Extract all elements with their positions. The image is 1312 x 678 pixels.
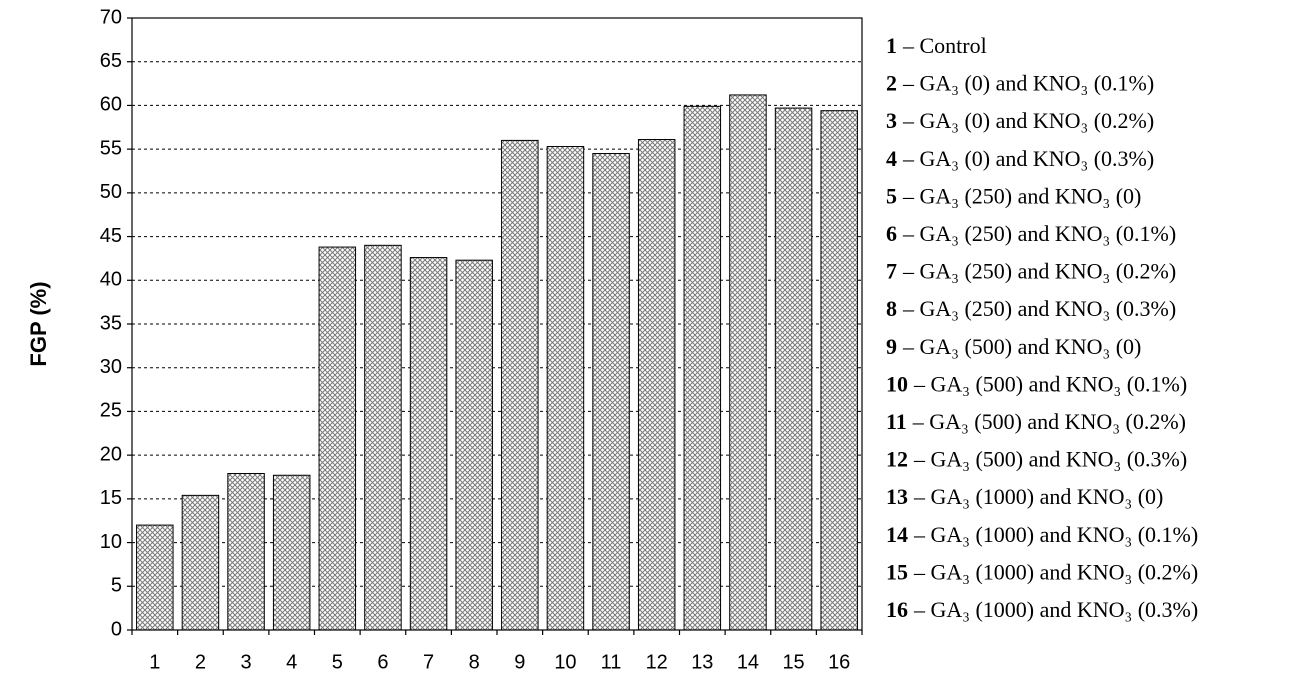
legend-label: – GA₃ (500) and KNO₃ (0) <box>902 334 1141 359</box>
legend-number: 2 <box>886 71 897 96</box>
y-tick-label: 10 <box>100 531 122 553</box>
legend-label: – GA₃ (500) and KNO₃ (0.3%) <box>913 447 1187 472</box>
y-tick-label: 30 <box>100 356 122 378</box>
bar <box>409 257 448 631</box>
legend-entry: 7– GA₃ (250) and KNO₃ (0.2%) <box>886 259 1176 284</box>
y-tick-label: 65 <box>100 50 122 72</box>
bar <box>546 146 585 631</box>
bar <box>364 244 402 631</box>
x-tick-label: 11 <box>601 651 622 673</box>
x-tick-label: 9 <box>514 651 525 673</box>
legend-number: 15 <box>886 559 908 584</box>
bar <box>227 473 265 631</box>
legend-number: 12 <box>886 447 908 472</box>
bar <box>181 494 220 631</box>
legend-entry: 12– GA₃ (500) and KNO₃ (0.3%) <box>886 447 1187 472</box>
y-tick-label: 45 <box>100 225 122 247</box>
x-tick-label: 16 <box>828 651 850 673</box>
legend-entry: 4– GA₃ (0) and KNO₃ (0.3%) <box>886 146 1154 171</box>
legend-label: – GA₃ (0) and KNO₃ (0.3%) <box>902 146 1154 171</box>
bar <box>592 153 630 631</box>
legend-entry: 9– GA₃ (500) and KNO₃ (0) <box>886 334 1141 359</box>
legend-label: – GA₃ (250) and KNO₃ (0.3%) <box>902 296 1176 321</box>
legend-label: – GA₃ (1000) and KNO₃ (0.1%) <box>913 522 1198 547</box>
plot-frame <box>131 17 863 631</box>
legend-label: – GA₃ (1000) and KNO₃ (0.2%) <box>913 559 1198 584</box>
y-axis-label: FGP (%) <box>26 281 51 366</box>
legend-entry: 5– GA₃ (250) and KNO₃ (0) <box>886 183 1141 208</box>
legend-number: 14 <box>886 522 908 547</box>
x-tick-label: 8 <box>469 651 480 673</box>
y-tick-label: 70 <box>100 6 122 28</box>
x-tick-label: 14 <box>737 651 759 673</box>
x-tick-label: 10 <box>554 651 576 673</box>
y-tick-label: 50 <box>100 181 122 203</box>
legend-label: – GA₃ (500) and KNO₃ (0.1%) <box>913 371 1187 396</box>
legend-entry: 3– GA₃ (0) and KNO₃ (0.2%) <box>886 108 1154 133</box>
legend-entry: 10– GA₃ (500) and KNO₃ (0.1%) <box>886 371 1187 396</box>
x-tick-label: 3 <box>241 651 252 673</box>
y-tick-label: 55 <box>100 137 122 159</box>
legend-label: – Control <box>902 33 987 58</box>
legend-label: – GA₃ (0) and KNO₃ (0.2%) <box>902 108 1154 133</box>
y-tick-label: 15 <box>100 487 122 509</box>
x-tick-label: 4 <box>286 651 297 673</box>
x-tick-label: 1 <box>149 651 160 673</box>
legend-label: – GA₃ (250) and KNO₃ (0) <box>902 183 1141 208</box>
legend-number: 7 <box>886 259 897 284</box>
legend-number: 10 <box>886 371 908 396</box>
bar <box>637 139 676 631</box>
legend-entry: 2– GA₃ (0) and KNO₃ (0.1%) <box>886 71 1154 96</box>
legend-number: 13 <box>886 484 908 509</box>
bar <box>455 259 493 631</box>
legend-label: – GA₃ (1000) and KNO₃ (0) <box>913 484 1163 509</box>
legend-entry: 6– GA₃ (250) and KNO₃ (0.1%) <box>886 221 1176 246</box>
x-tick-label: 5 <box>332 651 343 673</box>
legend-entry: 1– Control <box>886 33 987 58</box>
legend-label: – GA₃ (250) and KNO₃ (0.2%) <box>902 259 1176 284</box>
x-tick-label: 7 <box>423 651 434 673</box>
y-tick-label: 0 <box>111 618 122 640</box>
legend-number: 4 <box>886 146 897 171</box>
x-tick-label: 12 <box>646 651 668 673</box>
legend-number: 5 <box>886 183 897 208</box>
y-tick-label: 5 <box>111 575 122 597</box>
legend-entry: 15– GA₃ (1000) and KNO₃ (0.2%) <box>886 559 1198 584</box>
legend-number: 8 <box>886 296 897 321</box>
legend-number: 11 <box>886 409 907 434</box>
legend-label: – GA₃ (250) and KNO₃ (0.1%) <box>902 221 1176 246</box>
y-tick-label: 25 <box>100 400 122 422</box>
bar <box>774 107 813 631</box>
legend-number: 1 <box>886 33 897 58</box>
bar <box>136 524 174 631</box>
y-tick-label: 60 <box>100 94 122 116</box>
y-tick-label: 35 <box>100 312 122 334</box>
bar <box>318 246 357 631</box>
legend-entry: 13– GA₃ (1000) and KNO₃ (0) <box>886 484 1163 509</box>
legend-entry: 16– GA₃ (1000) and KNO₃ (0.3%) <box>886 597 1198 622</box>
legend-entry: 14– GA₃ (1000) and KNO₃ (0.1%) <box>886 522 1198 547</box>
legend-number: 3 <box>886 108 897 133</box>
legend-number: 9 <box>886 334 897 359</box>
legend-number: 6 <box>886 221 897 246</box>
y-tick-label: 20 <box>100 443 122 465</box>
bar <box>820 110 858 631</box>
legend-number: 16 <box>886 597 908 622</box>
legend-entry: 11– GA₃ (500) and KNO₃ (0.2%) <box>886 409 1186 434</box>
x-tick-label: 13 <box>691 651 713 673</box>
legend-label: – GA₃ (1000) and KNO₃ (0.3%) <box>913 597 1198 622</box>
x-tick-label: 2 <box>195 651 206 673</box>
x-tick-label: 15 <box>782 651 804 673</box>
x-tick-label: 6 <box>377 651 388 673</box>
bar <box>272 474 311 631</box>
legend-label: – GA₃ (0) and KNO₃ (0.1%) <box>902 71 1154 96</box>
legend-entry: 8– GA₃ (250) and KNO₃ (0.3%) <box>886 296 1176 321</box>
bar <box>729 94 767 631</box>
bar <box>501 139 539 631</box>
legend-label: – GA₃ (500) and KNO₃ (0.2%) <box>912 409 1186 434</box>
bar <box>683 105 722 631</box>
y-tick-label: 40 <box>100 269 122 291</box>
